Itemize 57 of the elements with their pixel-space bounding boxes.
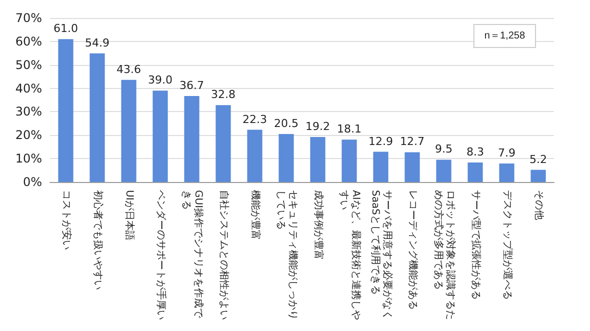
bar xyxy=(278,134,294,182)
data-label: 18.1 xyxy=(337,122,362,136)
x-tick-label: 初心者でも扱いやすい xyxy=(92,190,104,290)
bar xyxy=(404,152,420,182)
bar xyxy=(310,137,326,182)
data-label: 20.5 xyxy=(274,116,298,130)
data-label: 61.0 xyxy=(54,22,78,36)
bar xyxy=(373,152,388,182)
bar xyxy=(530,170,546,182)
annotation: n＝1,258 xyxy=(484,30,526,42)
data-label: 36.7 xyxy=(180,79,204,92)
data-label: 32.8 xyxy=(211,88,236,102)
data-label: 39.0 xyxy=(148,74,172,87)
bar xyxy=(216,105,231,182)
data-label: 12.9 xyxy=(368,134,393,148)
data-label: 12.7 xyxy=(400,135,424,148)
x-tick-label: GUI操作でシナリオを作成できる xyxy=(180,190,204,320)
bar xyxy=(247,130,262,182)
data-label: 19.2 xyxy=(306,120,330,134)
y-tick-label: 50% xyxy=(15,58,42,72)
x-tick-label: サーバ型で拡張性がある xyxy=(470,190,482,300)
y-tick-label: 70% xyxy=(15,11,42,25)
x-tick-label: その他 xyxy=(532,190,545,220)
y-tick-label: 10% xyxy=(15,152,42,166)
x-tick-label: セキュリティ機能がしっかりしている xyxy=(274,190,299,320)
y-tick-label: 30% xyxy=(15,104,42,119)
y-tick-label: 0% xyxy=(22,175,42,189)
x-tick-label: ベンダーのサポートが手厚い xyxy=(154,190,167,320)
data-label: 54.9 xyxy=(85,36,110,50)
data-label: 5.2 xyxy=(530,152,547,166)
x-tick-label: AIなど、最新技術と連携しやすい xyxy=(338,190,362,320)
x-tick-label: 自社システムとの相性がよい xyxy=(218,190,230,320)
bar xyxy=(58,39,74,182)
data-label: 9.5 xyxy=(435,142,452,156)
data-label: 8.3 xyxy=(466,146,484,159)
x-tick-label: ロボットが対象を認識するための方式が多用である xyxy=(432,190,456,320)
bar xyxy=(499,163,514,182)
x-tick-label: UIが日本語 xyxy=(123,190,136,240)
bar xyxy=(342,140,357,182)
x-tick-label: デスクトップ型が選べる xyxy=(501,190,514,300)
y-tick-label: 20% xyxy=(15,128,42,142)
bar xyxy=(90,53,105,182)
bar xyxy=(152,90,168,182)
data-label: 22.3 xyxy=(242,112,267,126)
y-tick-label: 40% xyxy=(15,81,42,96)
y-tick-label: 60% xyxy=(15,34,42,48)
x-tick-label: コストが安い xyxy=(60,190,72,250)
bar xyxy=(184,96,200,182)
data-label: 43.6 xyxy=(116,62,141,76)
bar xyxy=(436,160,452,182)
bar xyxy=(468,162,483,182)
x-tick-label: サーバを用意する必要がなくSaaSとして利用できる xyxy=(369,190,394,320)
x-tick-label: 成功事例が豊富 xyxy=(312,190,324,260)
x-tick-label: レコーディング機能がある xyxy=(406,190,419,310)
data-label: 7.9 xyxy=(498,146,516,160)
bar xyxy=(121,80,136,182)
x-tick-label: 機能が豊富 xyxy=(249,190,262,240)
